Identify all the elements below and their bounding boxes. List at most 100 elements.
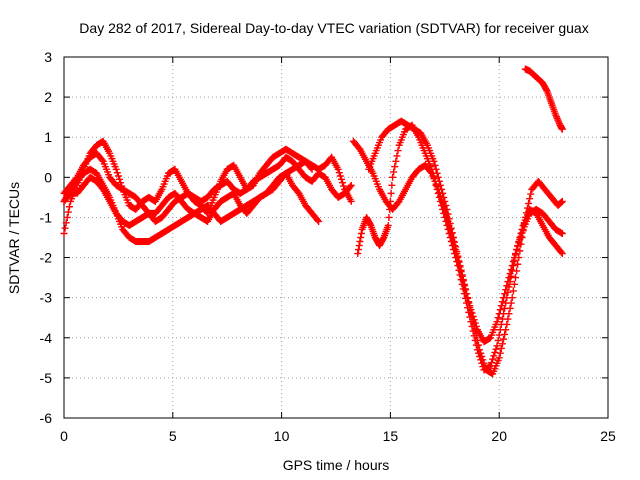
data-point: [469, 327, 477, 335]
satellite-track-3: [60, 157, 316, 246]
y-tick-label: -3: [40, 290, 53, 306]
data-point: [509, 262, 517, 270]
data-point: [446, 234, 454, 241]
data-point: [456, 271, 464, 279]
data-point: [498, 340, 506, 348]
data-point: [509, 287, 517, 295]
data-point: [488, 359, 496, 367]
data-point: [542, 86, 550, 94]
data-point: [346, 183, 354, 191]
data-point: [452, 254, 460, 262]
data-point: [430, 173, 438, 181]
y-tick-label: 2: [44, 89, 52, 105]
data-point: [467, 318, 475, 326]
data-point: [441, 213, 449, 221]
data-point: [507, 272, 515, 280]
data-point: [500, 335, 508, 343]
data-point: [507, 266, 515, 274]
data-point: [386, 205, 394, 213]
data-point: [394, 147, 402, 155]
data-point: [450, 246, 458, 254]
data-point: [307, 164, 315, 172]
data-point: [516, 234, 524, 241]
data-point: [64, 208, 72, 216]
data-point: [384, 221, 392, 229]
data-point: [447, 224, 455, 232]
data-point: [504, 288, 512, 296]
data-point: [334, 165, 342, 173]
data-point: [390, 168, 398, 176]
data-point: [442, 217, 450, 225]
data-point: [465, 308, 473, 316]
data-point: [355, 242, 363, 250]
satellite-track-6: [365, 117, 566, 378]
data-point: [379, 235, 387, 243]
y-tick-label: 0: [44, 169, 52, 185]
data-point: [447, 238, 455, 246]
data-point: [470, 332, 478, 340]
data-point: [337, 175, 345, 183]
data-point: [440, 209, 448, 217]
data-point: [505, 283, 513, 291]
data-point: [428, 165, 436, 173]
data-point: [113, 169, 121, 177]
data-point: [356, 238, 364, 246]
chart-title: Day 282 of 2017, Sidereal Day-to-day VTE…: [79, 20, 588, 36]
axis-ticks: 0 5 10 15 20 25 -6 -5 -4 -3 -2 -1 0 1 2 3: [40, 49, 616, 444]
data-point: [436, 197, 444, 205]
data-point: [510, 280, 518, 288]
data-point: [389, 173, 397, 181]
data-point: [429, 169, 437, 177]
data-point: [464, 304, 472, 312]
y-tick-label: 3: [44, 49, 52, 65]
data-point: [63, 213, 71, 221]
data-point: [471, 336, 479, 344]
data-point: [489, 355, 497, 363]
data-point: [451, 250, 459, 258]
data-point: [496, 326, 504, 334]
x-tick-label: 5: [169, 428, 177, 444]
data-point: [459, 285, 467, 293]
data-point: [512, 251, 520, 259]
data-point: [435, 193, 443, 201]
y-tick-label: -2: [40, 250, 53, 266]
data-point: [493, 318, 501, 326]
data-point: [354, 250, 362, 258]
y-tick-label: -6: [40, 410, 53, 426]
data-point: [385, 213, 393, 221]
x-axis-label: GPS time / hours: [283, 457, 390, 473]
data-point: [336, 172, 344, 180]
data-point: [493, 342, 501, 350]
data-point: [463, 299, 471, 307]
data-point: [392, 157, 400, 165]
data-point: [500, 310, 508, 318]
data-point: [558, 250, 566, 258]
data-point: [557, 248, 565, 256]
data-point: [475, 349, 483, 357]
data-point: [466, 313, 474, 321]
data-point: [438, 201, 446, 209]
data-point: [494, 336, 502, 344]
data-point: [386, 197, 394, 205]
x-tick-label: 10: [274, 428, 290, 444]
data-point: [347, 197, 355, 205]
data-point: [477, 356, 485, 364]
data-point: [431, 161, 439, 169]
data-point: [434, 189, 442, 197]
plot-area-border: [63, 56, 609, 419]
data-point: [315, 217, 323, 225]
y-tick-label: -4: [40, 330, 53, 346]
satellite-track-7: [354, 121, 566, 374]
data-point: [514, 242, 522, 250]
data-point: [558, 197, 566, 205]
data-point: [339, 179, 347, 187]
data-point: [496, 306, 504, 314]
data-point: [366, 220, 374, 228]
data-point: [458, 280, 466, 288]
grid-lines: [64, 57, 608, 418]
data-point: [498, 315, 506, 323]
data-point: [506, 278, 514, 286]
data-point: [432, 181, 440, 189]
data-point: [502, 299, 510, 307]
